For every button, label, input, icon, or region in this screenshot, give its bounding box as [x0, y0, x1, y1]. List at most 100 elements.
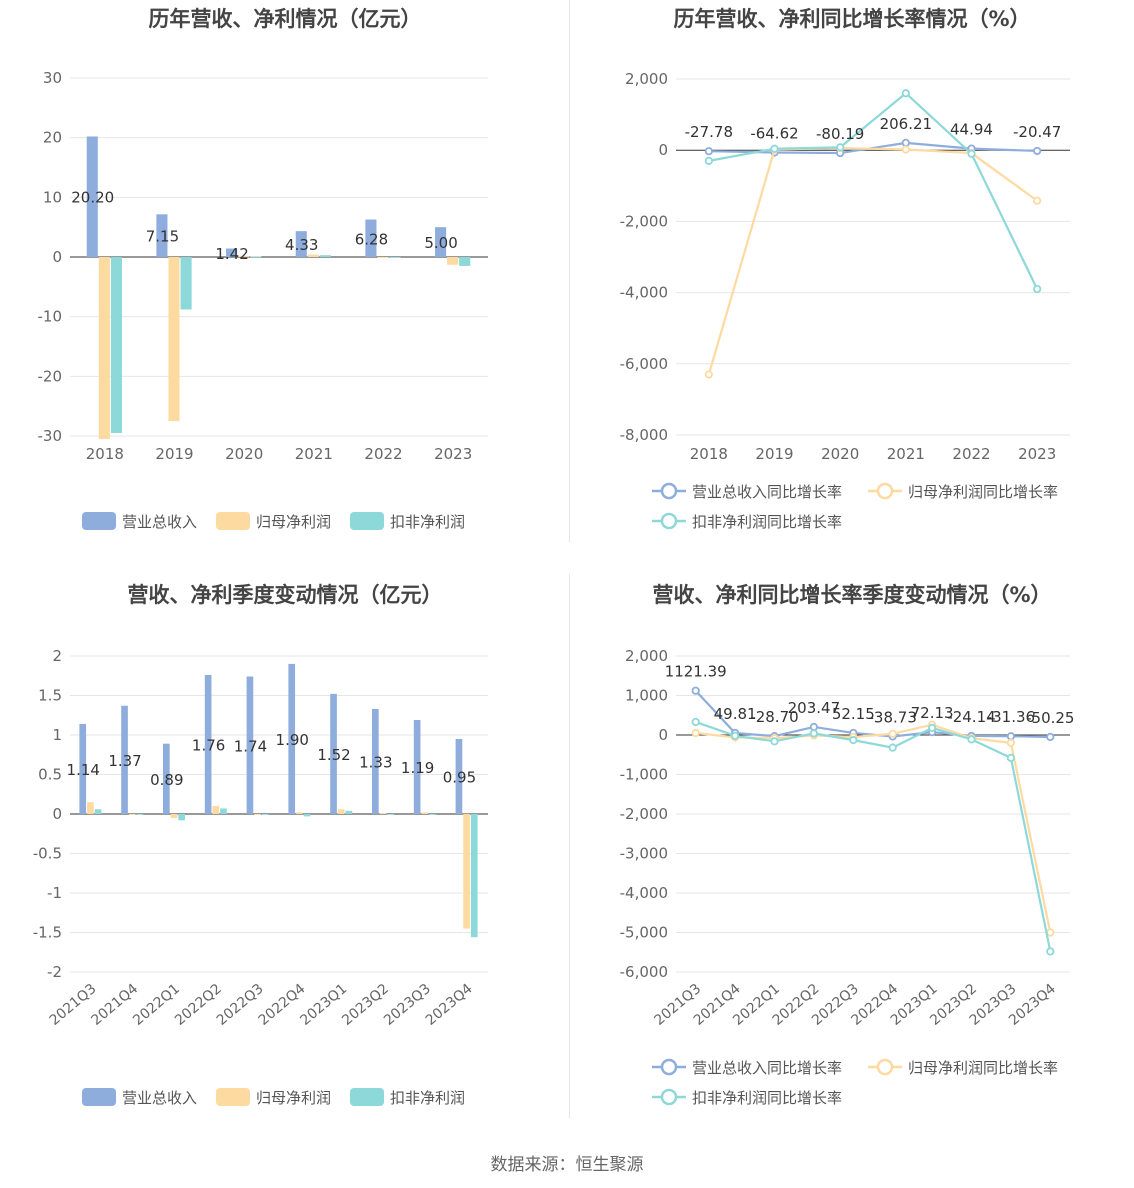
series-point: [1006, 753, 1015, 763]
y-tick-label: -6,000: [620, 963, 668, 981]
divider-bottom: [569, 574, 570, 1118]
legend-label: 归母净利润同比增长率: [908, 483, 1058, 501]
chart-quarterly-growth-rate: 营收、净利同比增长率季度变动情况（%） 2,000 1,000 0 -1,000 -2,0…: [570, 572, 1134, 1120]
series-point: [901, 138, 910, 147]
data-label: -64.62: [750, 125, 798, 143]
x-tick-label: 2020: [225, 445, 263, 463]
series-point: [836, 143, 845, 152]
legend-marker: [876, 1058, 894, 1076]
series-point: [704, 147, 713, 156]
bar-revenue: [455, 738, 463, 814]
bar-revenue: [435, 227, 447, 257]
data-label: 4.33: [285, 236, 318, 254]
data-label: 6.28: [355, 230, 388, 248]
y-tick-label: -2,000: [620, 805, 668, 823]
series-point: [731, 731, 740, 740]
bar-net-profit: [254, 814, 261, 815]
bar-revenue: [295, 231, 307, 257]
legend-marker: [876, 482, 894, 500]
legend-label: 营业总收入同比增长率: [692, 483, 842, 501]
bar-deducted-profit: [345, 810, 353, 814]
bar-deducted-profit: [387, 814, 394, 815]
data-label: -20.47: [1013, 123, 1061, 141]
series-point: [770, 144, 779, 153]
bar-revenue: [204, 674, 212, 814]
data-label: -24.14: [947, 708, 995, 726]
bar-net-profit: [212, 806, 220, 814]
data-label: 44.94: [950, 121, 993, 139]
series-point: [888, 729, 897, 738]
data-label: 5.00: [424, 234, 457, 252]
y-tick-label: 2,000: [625, 70, 668, 88]
legend-label: 归母净利润: [256, 513, 331, 531]
y-tick-label: 10: [43, 188, 62, 206]
x-tick-label: 2022: [364, 445, 402, 463]
chart-title: 历年营收、净利情况（亿元）: [149, 7, 422, 31]
y-tick-label: -3,000: [620, 845, 668, 863]
divider-top: [569, 0, 570, 542]
series-point: [809, 722, 818, 732]
bar-revenue: [121, 705, 128, 814]
series-point: [967, 149, 976, 158]
chart-svg-quarterly-revenue-profit: 营收、净利季度变动情况（亿元）21.510.50-0.5-1-1.5-22021…: [33, 583, 488, 1107]
y-tick-label: 0: [658, 141, 668, 159]
series-point: [704, 370, 713, 379]
series-line-net-profit-growth: [695, 723, 1052, 933]
y-tick-label: -0.5: [33, 845, 62, 863]
series-line-deducted-profit-growth: [695, 720, 1052, 952]
series-point: [1006, 738, 1015, 747]
bar-revenue: [86, 136, 98, 257]
y-tick-label: -6,000: [620, 355, 668, 373]
bar-revenue: [372, 708, 379, 814]
data-label: 1121.39: [665, 663, 727, 681]
bar-net-profit: [238, 255, 250, 257]
data-label: -50.25: [1026, 709, 1074, 727]
bar-deducted-profit: [220, 808, 227, 814]
y-tick-label: 0: [52, 805, 62, 823]
bar-net-profit: [421, 812, 429, 814]
legend-swatch: [350, 1088, 384, 1106]
legend-marker: [660, 482, 678, 500]
y-tick-label: -10: [38, 308, 63, 326]
series-point: [1033, 146, 1042, 156]
bar-net-profit: [337, 809, 345, 814]
x-tick-label: 2021: [887, 445, 925, 463]
y-tick-label: -4,000: [620, 284, 668, 302]
y-tick-label: 2: [52, 647, 62, 665]
data-label: 7.15: [146, 228, 179, 246]
series-point: [1033, 196, 1042, 205]
bar-revenue: [413, 719, 421, 814]
legend-swatch: [350, 512, 384, 530]
chart-svg-annual-revenue-profit: 历年营收、净利情况（亿元） 30 20 10 0 -10 -20 -30 2018 2019 202…: [38, 7, 488, 531]
legend-label: 营业总收入: [122, 1089, 197, 1107]
data-label: 206.21: [880, 115, 933, 133]
series-point: [691, 728, 700, 738]
chart-annual-revenue-profit: 历年营收、净利情况（亿元） 30 20 10 0 -10 -20 -30 2018 2019 202…: [0, 0, 570, 560]
data-label: 1.19: [401, 759, 434, 777]
bar-net-profit: [307, 254, 319, 257]
series-point: [691, 717, 700, 727]
x-tick-label: 2018: [690, 445, 728, 463]
y-tick-label: -1,000: [620, 766, 668, 784]
bar-net-profit: [463, 814, 470, 929]
bar-net-profit: [379, 813, 387, 815]
series-point: [704, 156, 713, 165]
data-label: 1.52: [317, 746, 350, 764]
series-line-deducted-profit-growth: [708, 91, 1039, 290]
y-tick-label: -1.5: [33, 924, 62, 942]
y-tick-label: 2,000: [625, 647, 668, 665]
data-label: 1.76: [192, 736, 225, 754]
y-tick-label: 0.5: [38, 766, 62, 784]
x-tick-label: 2022: [952, 445, 990, 463]
data-label: -38.73: [869, 709, 917, 727]
legend-swatch: [216, 1088, 250, 1106]
data-label: 0.89: [150, 771, 183, 789]
data-label: -31.36: [987, 708, 1035, 726]
bar-revenue: [365, 219, 377, 257]
x-tick-label: 2020: [821, 445, 859, 463]
bar-deducted-profit: [94, 809, 102, 814]
chart-quarterly-revenue-profit: 营收、净利季度变动情况（亿元） 2 1.5 1 0.5 0 -0.5 -1 -1.5 -2 2021…: [0, 572, 570, 1120]
data-label: -27.78: [685, 123, 733, 141]
bar-revenue: [246, 676, 254, 814]
data-label: 1.42: [215, 245, 248, 263]
